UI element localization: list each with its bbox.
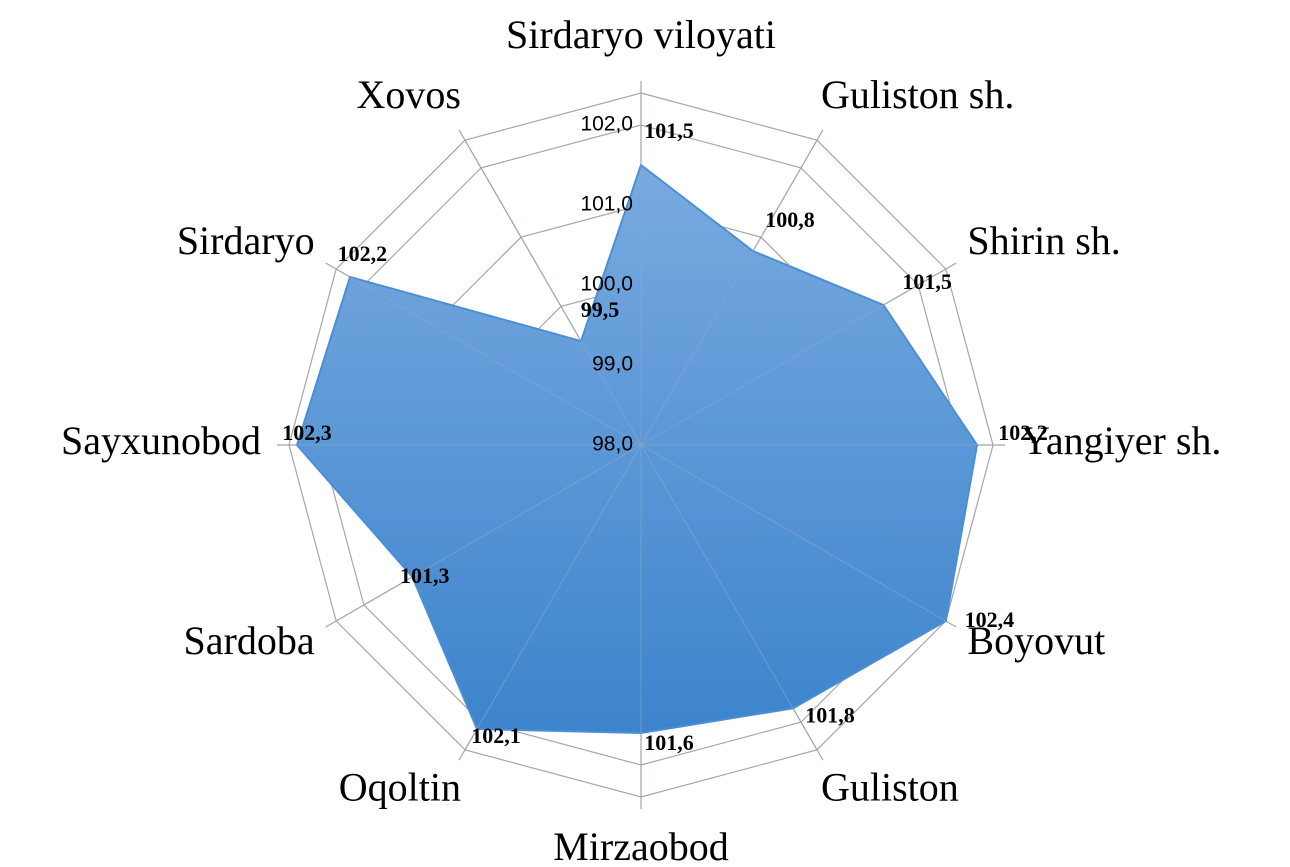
tick-label: 101,0 <box>580 193 633 216</box>
tick-label: 100,0 <box>580 273 633 296</box>
value-label: 100,8 <box>765 207 815 232</box>
spoke-overlay <box>464 444 642 751</box>
spoke-overlay <box>464 139 642 446</box>
value-label: 102,1 <box>471 723 521 748</box>
category-label: Yangiyer sh. <box>1021 418 1221 463</box>
category-label: Boyovut <box>967 618 1105 663</box>
category-label: Sirdaryo viloyati <box>506 12 776 57</box>
spoke-overlay <box>640 444 818 751</box>
value-label: 102,2 <box>998 420 1048 445</box>
value-label: 102,2 <box>338 241 388 266</box>
value-label: 99,5 <box>581 297 620 322</box>
category-label: Shirin sh. <box>967 218 1120 263</box>
value-label: 102,4 <box>965 607 1015 632</box>
category-label: Xovos <box>357 72 461 117</box>
spoke-overlay <box>335 268 642 446</box>
value-label: 102,3 <box>282 420 332 445</box>
tick-label: 98,0 <box>592 433 633 456</box>
category-label: Sardoba <box>184 618 315 663</box>
tick-label: 99,0 <box>592 353 633 376</box>
category-label: Guliston <box>821 765 959 810</box>
spoke-overlay <box>640 139 818 446</box>
value-label: 101,5 <box>902 269 952 294</box>
spoke-overlay <box>640 268 947 446</box>
tick-label: 102,0 <box>580 113 633 136</box>
category-label: Mirzaobod <box>553 824 729 867</box>
category-label: Sirdaryo <box>177 218 315 263</box>
spoke-overlay <box>335 444 642 622</box>
value-label: 101,5 <box>644 118 694 143</box>
value-label: 101,6 <box>644 730 694 755</box>
category-label: Oqoltin <box>339 765 461 810</box>
spoke-overlay <box>640 444 947 622</box>
category-label: Guliston sh. <box>821 72 1014 117</box>
value-label: 101,8 <box>805 702 855 727</box>
category-label: Sayxunobod <box>61 418 261 463</box>
value-label: 101,3 <box>400 563 450 588</box>
